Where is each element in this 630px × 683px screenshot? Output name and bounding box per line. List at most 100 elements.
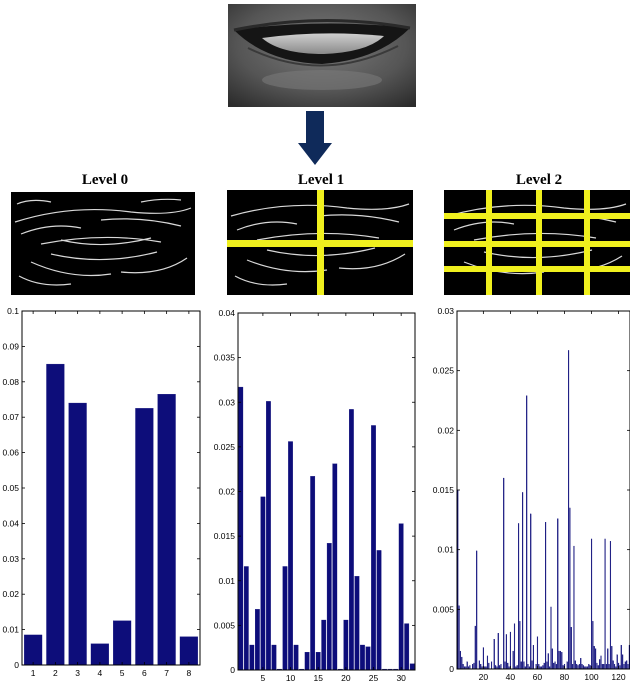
x-tick-label: 25: [369, 673, 379, 683]
bar-115: [611, 646, 612, 669]
y-tick-label: 0.03: [437, 306, 454, 316]
x-tick-label: 5: [261, 673, 266, 683]
bar-22: [355, 576, 359, 670]
bar-73: [555, 662, 556, 669]
bar-117: [614, 664, 615, 669]
y-tick-label: 0.09: [2, 341, 19, 351]
y-tick-label: 0: [230, 665, 235, 675]
bar-102: [594, 646, 595, 669]
bar-35: [503, 478, 504, 669]
bar-126: [626, 661, 627, 669]
bar-82: [567, 662, 568, 669]
bar-85: [571, 627, 572, 669]
bar-43: [514, 624, 515, 669]
edge-map-level-0: [11, 192, 195, 295]
x-tick-label: 2: [53, 668, 58, 678]
bar-20: [344, 620, 348, 670]
y-tick-label: 0.1: [7, 306, 19, 316]
bar-11: [294, 645, 298, 670]
bar-86: [572, 664, 573, 669]
bar-67: [547, 662, 548, 669]
bar-122: [621, 645, 622, 669]
bar-75: [557, 519, 558, 669]
y-tick-label: 0.04: [218, 308, 235, 318]
bar-74: [556, 664, 557, 669]
level-0-title: Level 0: [40, 172, 170, 189]
bar-98: [588, 664, 589, 669]
bar-31: [404, 624, 408, 670]
bar-8: [467, 662, 468, 669]
bar-15: [476, 551, 477, 669]
x-tick-label: 5: [120, 668, 125, 678]
bar-49: [522, 492, 523, 669]
y-tick-label: 0.025: [433, 366, 455, 376]
mouth-photo-image: [228, 4, 416, 107]
bar-113: [609, 664, 610, 669]
y-tick-label: 0.08: [2, 377, 19, 387]
bar-12: [472, 664, 473, 669]
bar-79: [563, 665, 564, 669]
bar-56: [532, 661, 533, 669]
x-tick-label: 20: [479, 672, 489, 682]
histogram-level-2: 0 0.005 0.01 0.015 0.02 0.025 0.03 20 40 60 80 100 1…: [428, 305, 630, 683]
bar-106: [599, 659, 600, 669]
bar-26: [377, 550, 381, 670]
x-tick-label: 20: [341, 673, 351, 683]
x-tick-label: 10: [286, 673, 296, 683]
down-arrow-icon: [298, 111, 332, 165]
bar-101: [592, 621, 593, 669]
bar-3: [69, 403, 87, 665]
edge-map-level-1: [227, 190, 413, 295]
y-tick-label: 0.015: [433, 485, 455, 495]
bar-1: [239, 387, 243, 670]
bar-1: [24, 635, 42, 665]
axes-box: [457, 311, 630, 669]
bar-5: [113, 621, 131, 665]
x-tick-label: 80: [560, 672, 570, 682]
level-1-title: Level 1: [256, 172, 386, 189]
x-tick-label: 120: [611, 672, 625, 682]
bar-119: [617, 655, 618, 669]
bar-5: [463, 664, 464, 669]
x-tick-label: 1: [31, 668, 36, 678]
bar-66: [545, 522, 546, 669]
x-tick-label: 15: [313, 673, 323, 683]
y-tick-label: 0.06: [2, 448, 19, 458]
bar-6: [266, 401, 270, 670]
bar-76: [559, 651, 560, 669]
y-tick-label: 0.02: [437, 425, 454, 435]
bar-72: [553, 663, 554, 669]
bar-77: [560, 651, 561, 669]
bar-17: [479, 661, 480, 669]
bar-40: [510, 632, 511, 669]
bar-110: [605, 539, 606, 669]
bar-33: [501, 664, 502, 669]
bar-24: [366, 647, 370, 670]
bar-6: [135, 408, 153, 665]
y-tick-label: 0.01: [2, 625, 19, 635]
bar-65: [544, 663, 545, 669]
bar-47: [520, 621, 521, 669]
bar-91: [579, 664, 580, 669]
bar-100: [591, 539, 592, 669]
bar-2: [244, 566, 248, 670]
bar-111: [606, 664, 607, 669]
bar-25: [371, 425, 375, 670]
bar-109: [603, 664, 604, 669]
bar-2: [459, 606, 460, 669]
y-tick-label: 0.01: [218, 576, 235, 586]
bar-20: [483, 648, 484, 669]
bar-88: [575, 661, 576, 669]
bar-32: [499, 665, 500, 669]
bar-8: [180, 637, 198, 665]
bar-57: [533, 645, 534, 669]
bar-50: [524, 662, 525, 669]
bar-13: [474, 663, 475, 669]
bar-121: [620, 665, 621, 669]
bar-17: [327, 543, 331, 670]
y-tick-label: 0.005: [214, 620, 235, 630]
bar-24: [488, 663, 489, 669]
bar-124: [624, 664, 625, 669]
x-tick-label: 3: [75, 668, 80, 678]
bar-78: [561, 652, 562, 669]
